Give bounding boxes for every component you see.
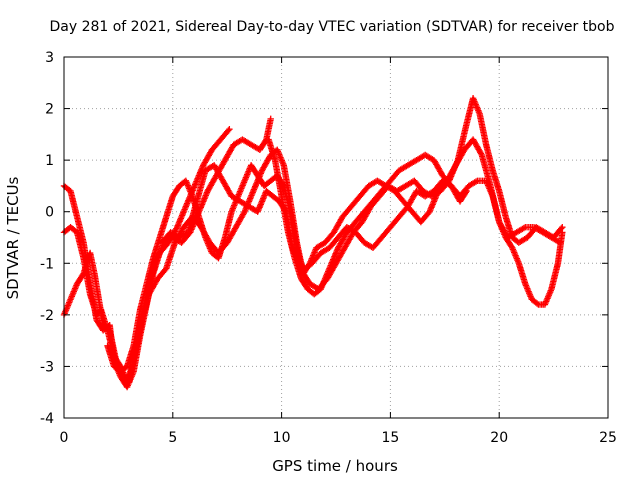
- x-tick-label: 25: [599, 430, 617, 446]
- plus-marker: [533, 300, 541, 307]
- plus-marker: [225, 127, 232, 134]
- chart-title: Day 281 of 2021, Sidereal Day-to-day VTE…: [49, 19, 614, 35]
- plus-marker: [559, 229, 566, 236]
- y-tick-label: -2: [40, 308, 54, 324]
- y-tick-label: 1: [45, 153, 54, 169]
- x-tick-label: 15: [381, 430, 399, 446]
- axis-ticks: 0 5 10 15 20 25 -4 -3 -2 -1 0 1 2 3: [40, 50, 617, 446]
- y-tick-label: -3: [40, 359, 54, 375]
- plus-marker: [508, 243, 515, 250]
- y-tick-label: -4: [40, 411, 54, 427]
- plus-marker: [462, 189, 469, 196]
- plus-marker: [477, 150, 485, 157]
- y-tick-label: 0: [45, 205, 54, 221]
- x-tick-label: 5: [168, 430, 177, 446]
- x-tick-label: 10: [273, 430, 291, 446]
- y-tick-label: 2: [45, 102, 54, 118]
- series-track-2: [60, 115, 274, 386]
- plot-frame: [63, 56, 609, 419]
- plus-marker: [520, 224, 528, 232]
- plus-marker: [558, 225, 565, 232]
- y-tick-label: -1: [40, 256, 54, 272]
- x-axis-label: GPS time / hours: [272, 457, 398, 475]
- plus-marker: [267, 115, 274, 123]
- y-tick-label: 3: [45, 50, 54, 66]
- y-axis-label: SDTVAR / TECUs: [4, 176, 22, 299]
- plus-marker: [472, 178, 480, 185]
- plus-marker: [240, 209, 248, 217]
- x-tick-label: 20: [490, 430, 508, 446]
- plus-marker: [463, 187, 470, 195]
- series-track-5: [158, 162, 566, 308]
- plus-marker: [173, 225, 180, 232]
- data-points: [60, 95, 566, 391]
- series-track-6: [265, 136, 470, 298]
- plus-marker: [226, 126, 233, 133]
- x-tick-label: 0: [60, 430, 69, 446]
